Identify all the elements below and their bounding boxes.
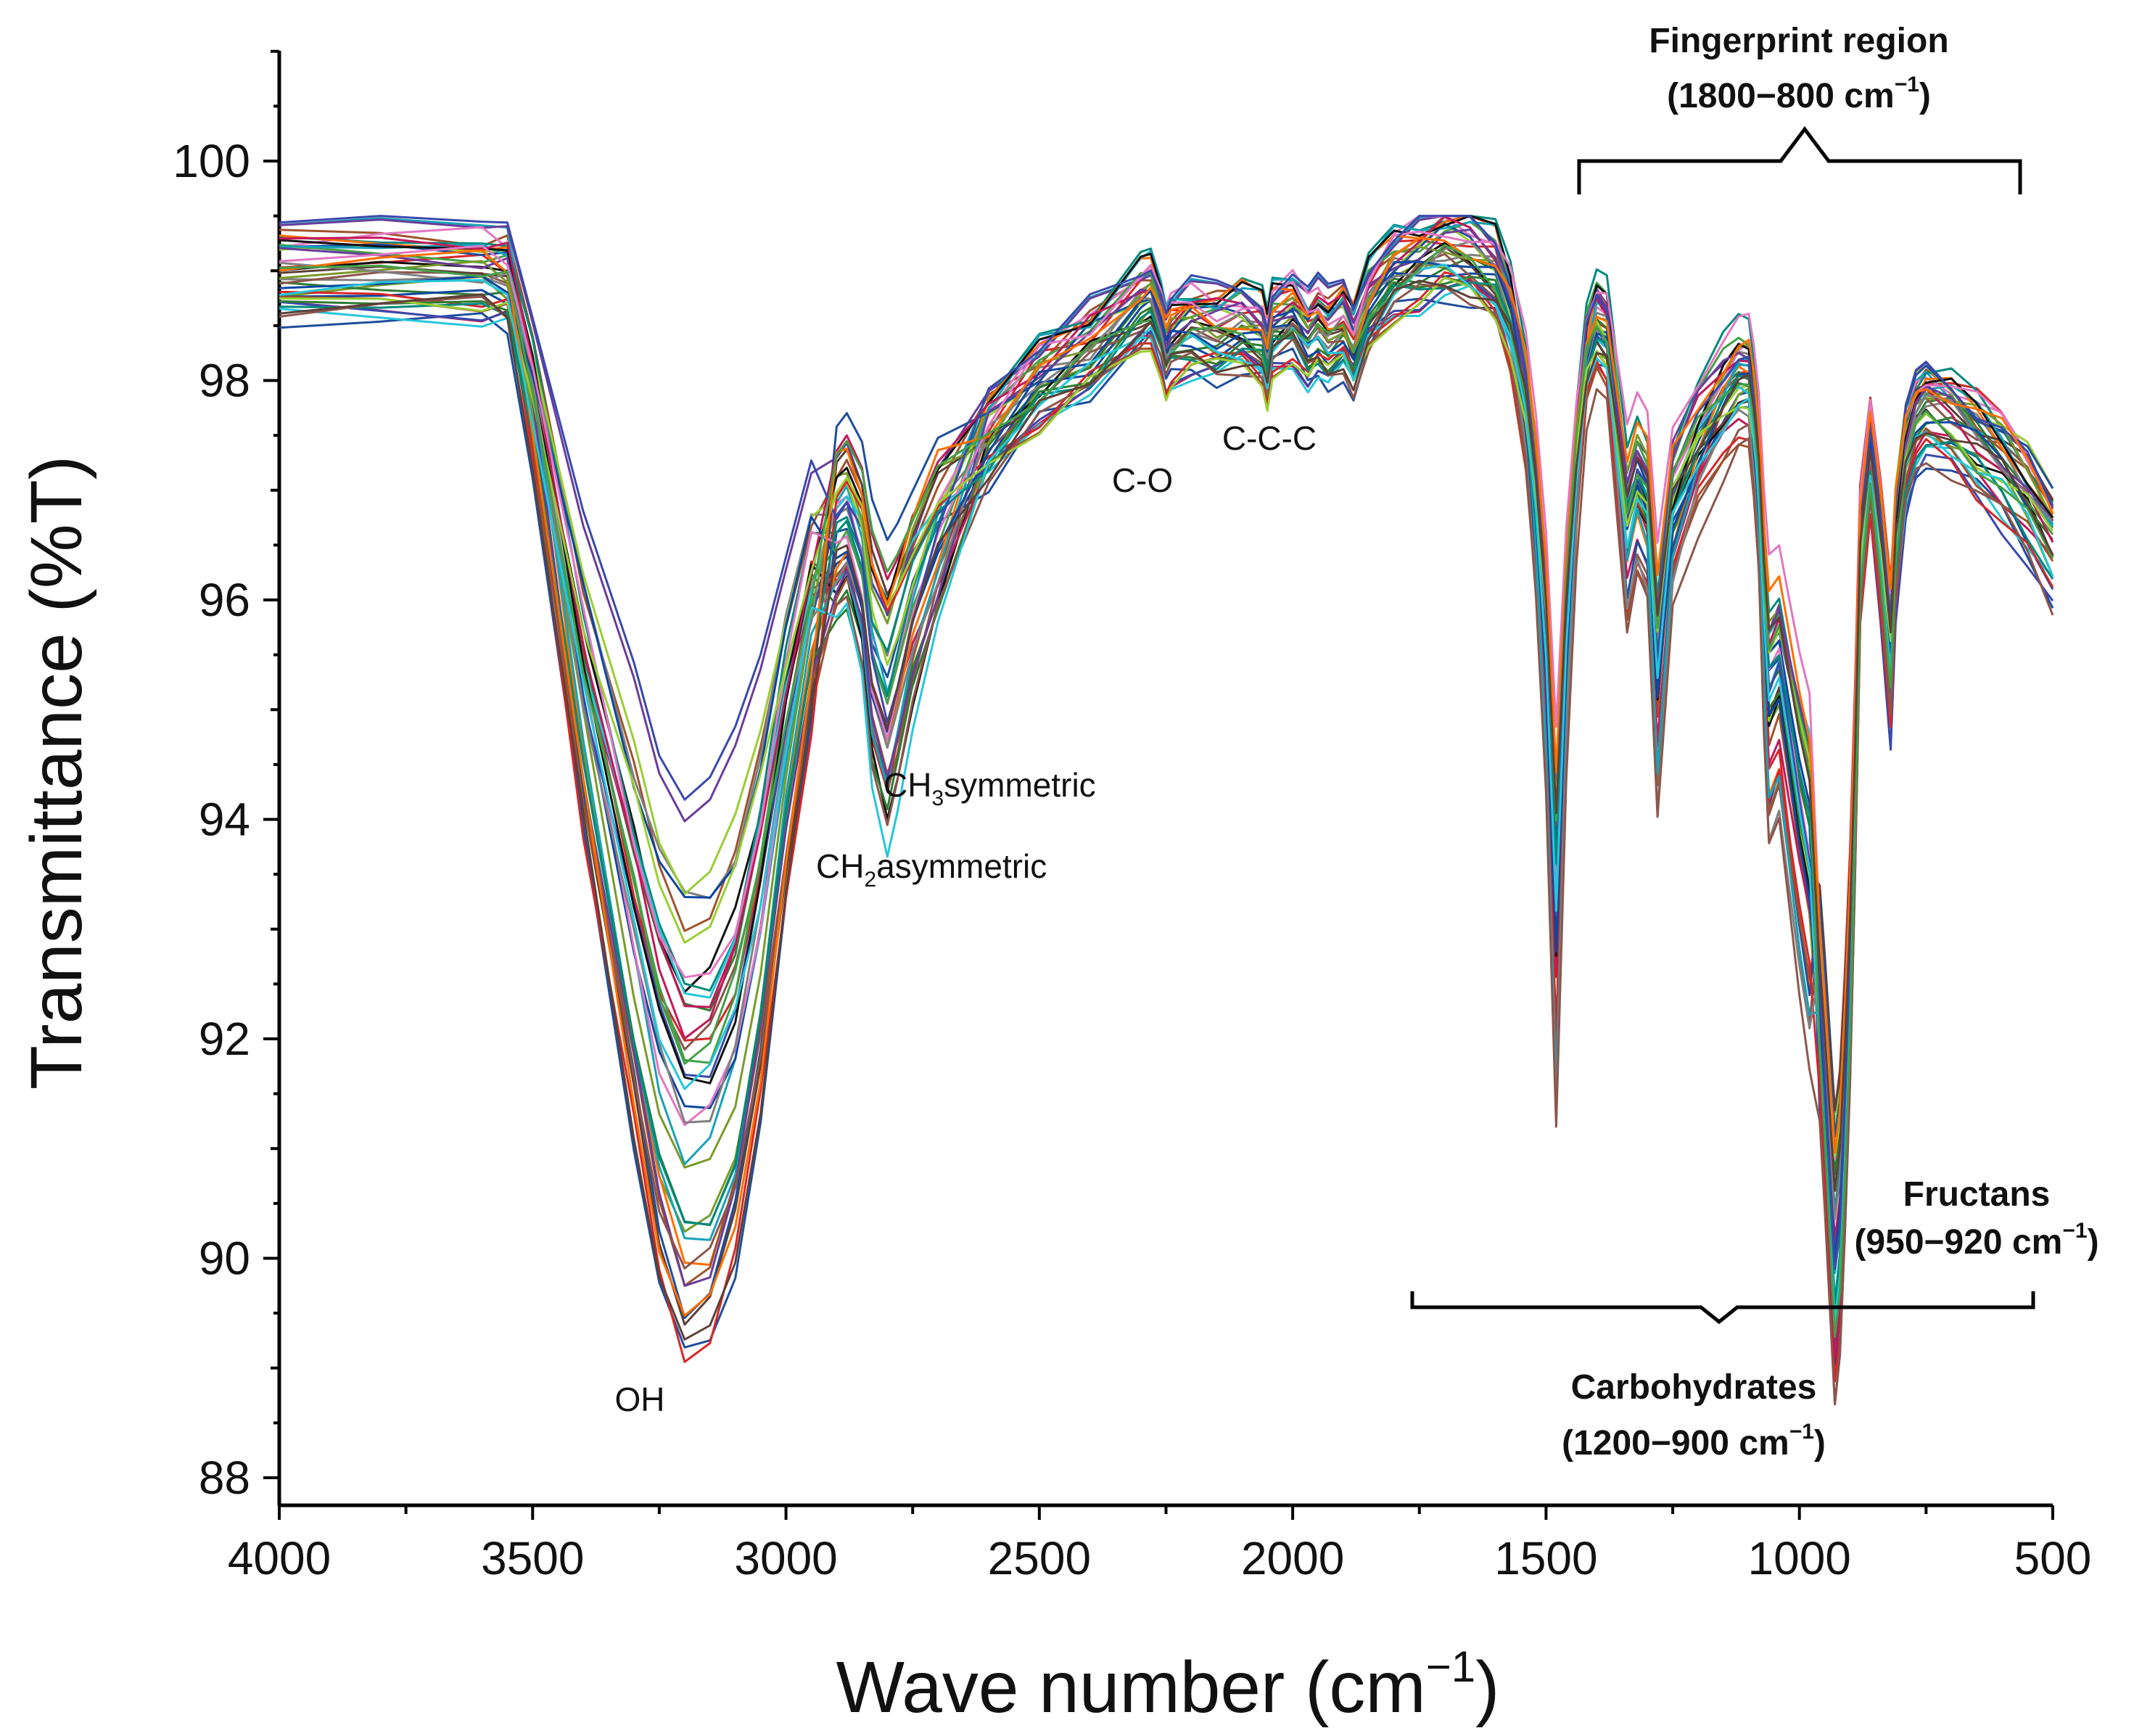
carbohydrates-label-line1: Carbohydrates [1571,1368,1817,1407]
annotation-c-c-c: C-C-C [1222,419,1317,457]
spectrum-line [279,276,2054,1157]
y-tick-label-96: 96 [199,574,250,626]
fingerprint-label-line2: (1800−800 cm−1) [1667,73,1931,115]
spectrum-line [279,244,2054,1338]
carbohydrates-label-line2: (1200−900 cm−1) [1562,1420,1826,1463]
axis-ticks [263,49,2054,1520]
spectrum-line [279,236,2054,1317]
spectrum-line [279,279,2054,1341]
x-tick-label-3500: 3500 [481,1532,584,1584]
y-tick-label-100: 100 [173,135,250,187]
y-axis-title: Transmittance (%T) [16,456,97,1090]
x-tick-label-2500: 2500 [988,1532,1091,1584]
y-tick-label-94: 94 [199,794,250,846]
x-tick-label-3000: 3000 [734,1532,837,1584]
fingerprint-label-line1: Fingerprint region [1649,22,1948,60]
carbohydrates-bracket [1410,1291,2035,1325]
annotation-ch2-asymmetric: CH2asymmetric [816,847,1047,892]
annotation-oh: OH [615,1381,665,1418]
x-tick-label-1000: 1000 [1748,1532,1851,1584]
x-tick-labels: 4000 3500 3000 2500 2000 1500 1000 500 [228,1532,2092,1584]
annotation-c-o: C-O [1112,461,1173,499]
y-tick-label-92: 92 [199,1013,250,1065]
fructans-label-line2: (950−920 cm−1) [1854,1219,2098,1262]
fingerprint-bracket [1577,126,2022,194]
y-tick-label-88: 88 [199,1452,250,1504]
spectra-series [279,215,2054,1406]
y-tick-labels: 88 90 92 94 96 98 100 [173,135,250,1504]
x-tick-label-1500: 1500 [1494,1532,1597,1584]
x-tick-label-2000: 2000 [1241,1532,1344,1584]
y-tick-label-98: 98 [199,355,250,407]
x-axis-title: Wave number (cm−1) [836,1642,1500,1728]
fructans-label-line1: Fructans [1903,1175,2051,1214]
y-tick-label-90: 90 [199,1233,250,1285]
spectrum-line [279,215,2054,1270]
x-tick-label-4000: 4000 [228,1532,331,1584]
x-tick-label-500: 500 [2014,1532,2092,1584]
annotation-ch3-symmetric: CH3symmetric [883,766,1096,810]
